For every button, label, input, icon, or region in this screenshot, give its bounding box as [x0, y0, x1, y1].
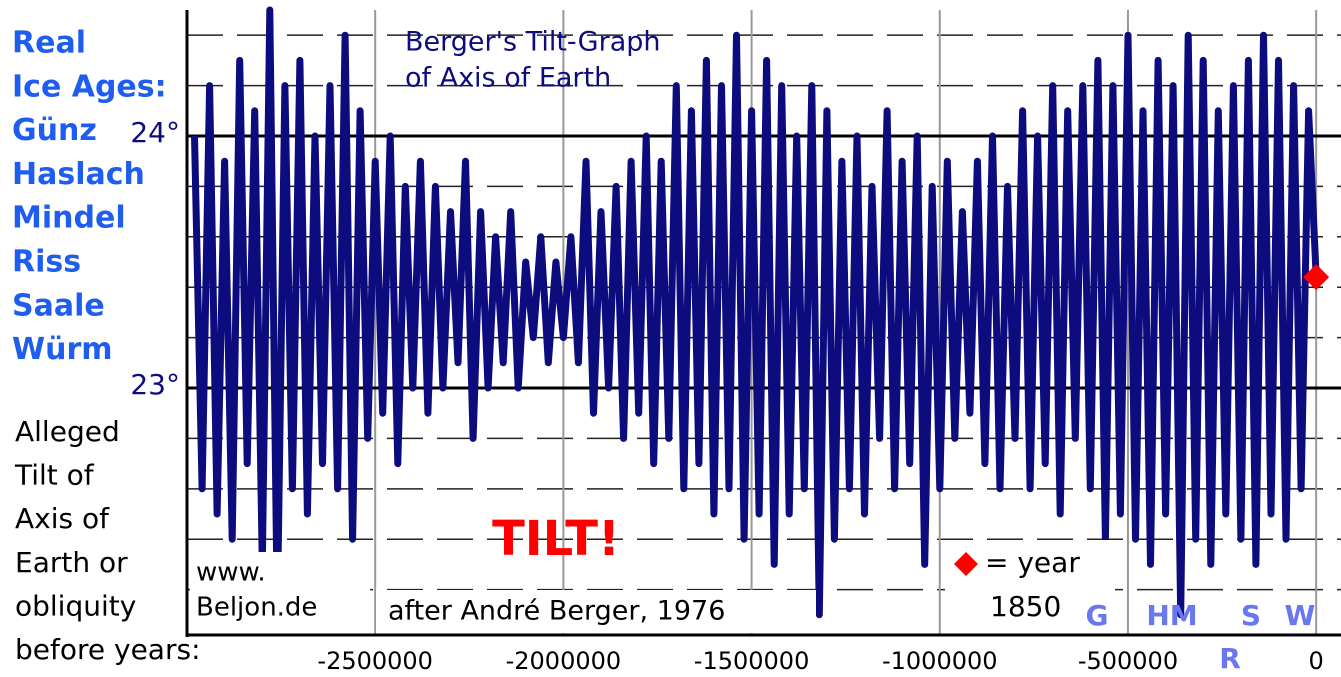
- ice-age-label: Saale: [12, 288, 105, 323]
- x-tick-label: -500000: [1078, 647, 1178, 675]
- plot: [191, 6, 1330, 619]
- source-box: [376, 590, 816, 633]
- x-tick-label: -1000000: [882, 647, 998, 675]
- y-tick-label: 24°: [130, 116, 180, 149]
- ice-age-label: Günz: [12, 113, 97, 148]
- ice-age-label: Ice Ages:: [12, 69, 167, 104]
- side-label: Axis of: [15, 502, 110, 535]
- x-tick-label: -1500000: [694, 647, 810, 675]
- side-label: Alleged: [15, 415, 120, 448]
- legend-box: [945, 540, 1115, 632]
- x-tick-label: 0: [1309, 647, 1324, 675]
- side-label: before years:: [15, 633, 201, 666]
- site-label: www.: [196, 558, 266, 588]
- ice-age-label: Riss: [12, 245, 81, 280]
- y-tick-label: 23°: [130, 368, 180, 401]
- ice-age-label: Mindel: [12, 201, 126, 236]
- chart-title: of Axis of Earth: [405, 63, 611, 94]
- legend-label: 1850: [990, 590, 1061, 623]
- age-letter: S: [1241, 599, 1261, 632]
- age-letter: R: [1219, 642, 1241, 675]
- side-label: Tilt of: [14, 459, 95, 492]
- x-tick-label: -2000000: [506, 647, 622, 675]
- legend-marker: [954, 552, 978, 576]
- side-label: Earth or: [15, 546, 128, 579]
- site-box: [190, 552, 370, 628]
- age-letter: W: [1285, 599, 1316, 632]
- ice-age-label: Würm: [12, 332, 113, 367]
- source-label: after André Berger, 1976: [388, 596, 725, 627]
- texts: -2500000 -2000000 -1500000 -1000000 -500000 0…: [12, 26, 1324, 676]
- site-label: Beljon.de: [196, 593, 317, 623]
- ice-age-label: Haslach: [12, 157, 145, 192]
- age-letter: G: [1086, 599, 1109, 632]
- line: [191, 6, 1320, 619]
- side-label: obliquity: [15, 589, 136, 622]
- age-letter: HM: [1146, 599, 1197, 632]
- legend-label: = year: [985, 546, 1080, 579]
- x-tick-label: -2500000: [317, 647, 433, 675]
- chart-title: Berger's Tilt-Graph: [405, 27, 661, 58]
- year-marker: [1303, 264, 1330, 291]
- tilt-label: TILT!: [492, 511, 620, 567]
- ice-age-label: Real: [12, 26, 86, 61]
